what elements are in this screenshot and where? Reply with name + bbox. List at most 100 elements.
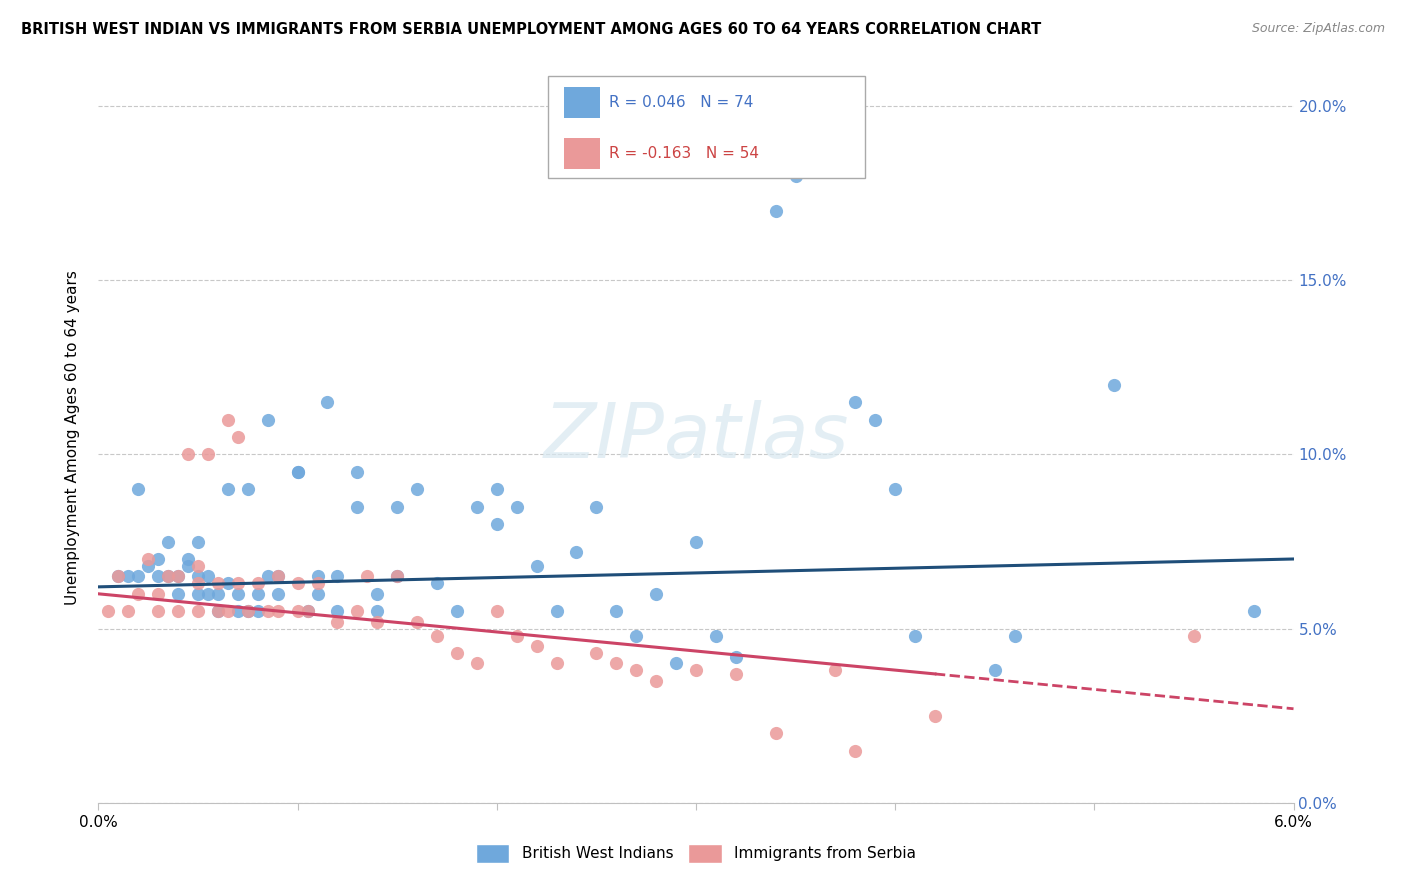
Point <box>385 569 409 583</box>
Point <box>385 569 409 583</box>
Point <box>585 500 607 514</box>
Point <box>127 569 149 583</box>
Point <box>346 465 368 479</box>
Point <box>844 395 866 409</box>
Point <box>157 569 180 583</box>
Point <box>187 604 209 618</box>
Legend: British West Indians, Immigrants from Serbia: British West Indians, Immigrants from Se… <box>470 838 922 869</box>
Point <box>685 664 707 678</box>
Point <box>287 465 309 479</box>
Point <box>326 569 349 583</box>
Point <box>704 629 727 643</box>
Point <box>256 569 278 583</box>
Point <box>316 395 339 409</box>
Point <box>148 604 170 618</box>
Point <box>546 604 568 618</box>
Point <box>406 615 429 629</box>
Y-axis label: Unemployment Among Ages 60 to 64 years: Unemployment Among Ages 60 to 64 years <box>65 269 80 605</box>
Point <box>904 629 927 643</box>
Point <box>236 604 259 618</box>
Point <box>1182 629 1205 643</box>
Point <box>485 483 508 497</box>
Point <box>765 203 787 218</box>
Point <box>207 604 229 618</box>
Point <box>117 604 139 618</box>
Point <box>626 629 648 643</box>
Point <box>236 483 259 497</box>
Point <box>148 552 170 566</box>
Point <box>724 649 747 664</box>
Point <box>187 558 209 573</box>
Point <box>187 576 209 591</box>
Point <box>127 587 149 601</box>
Point <box>765 726 787 740</box>
Point <box>406 483 429 497</box>
Point <box>267 587 290 601</box>
Point <box>157 534 180 549</box>
Point <box>884 483 907 497</box>
Point <box>485 604 508 618</box>
Text: BRITISH WEST INDIAN VS IMMIGRANTS FROM SERBIA UNEMPLOYMENT AMONG AGES 60 TO 64 Y: BRITISH WEST INDIAN VS IMMIGRANTS FROM S… <box>21 22 1042 37</box>
Point <box>506 629 529 643</box>
Point <box>217 604 239 618</box>
Point <box>426 629 449 643</box>
Point <box>246 587 269 601</box>
Point <box>167 569 190 583</box>
Point <box>207 576 229 591</box>
Point <box>465 500 488 514</box>
Point <box>426 576 449 591</box>
Point <box>217 483 239 497</box>
Point <box>446 604 468 618</box>
Point <box>187 534 209 549</box>
Point <box>626 664 648 678</box>
Point <box>645 587 668 601</box>
Point <box>187 569 209 583</box>
Point <box>197 569 219 583</box>
Point <box>107 569 129 583</box>
Point <box>287 604 309 618</box>
Point <box>226 576 249 591</box>
Point <box>267 604 290 618</box>
Point <box>207 587 229 601</box>
Point <box>685 534 707 549</box>
Point <box>246 604 269 618</box>
Point <box>506 500 529 514</box>
Point <box>307 587 329 601</box>
Point <box>565 545 588 559</box>
Point <box>645 673 668 688</box>
Point <box>236 604 259 618</box>
Point <box>665 657 688 671</box>
Text: R = 0.046   N = 74: R = 0.046 N = 74 <box>609 95 754 110</box>
Point <box>824 664 846 678</box>
Point <box>256 604 278 618</box>
Point <box>366 587 388 601</box>
Point <box>346 604 368 618</box>
Point <box>724 667 747 681</box>
Point <box>326 604 349 618</box>
Point <box>107 569 129 583</box>
Point <box>307 576 329 591</box>
Point <box>605 657 627 671</box>
Point <box>167 604 190 618</box>
Point <box>167 569 190 583</box>
Point <box>148 587 170 601</box>
Point <box>605 604 627 618</box>
Point <box>177 558 200 573</box>
Point <box>136 558 159 573</box>
Text: ZIPatlas: ZIPatlas <box>543 401 849 474</box>
Point <box>267 569 290 583</box>
Point <box>207 604 229 618</box>
Point <box>177 448 200 462</box>
Point <box>1102 377 1125 392</box>
Point <box>1004 629 1026 643</box>
Point <box>127 483 149 497</box>
Text: R = -0.163   N = 54: R = -0.163 N = 54 <box>609 146 759 161</box>
Point <box>97 604 120 618</box>
Point <box>863 412 886 426</box>
Point <box>844 743 866 757</box>
Point <box>177 552 200 566</box>
Point <box>136 552 159 566</box>
Point <box>226 604 249 618</box>
Point <box>157 569 180 583</box>
Point <box>585 646 607 660</box>
